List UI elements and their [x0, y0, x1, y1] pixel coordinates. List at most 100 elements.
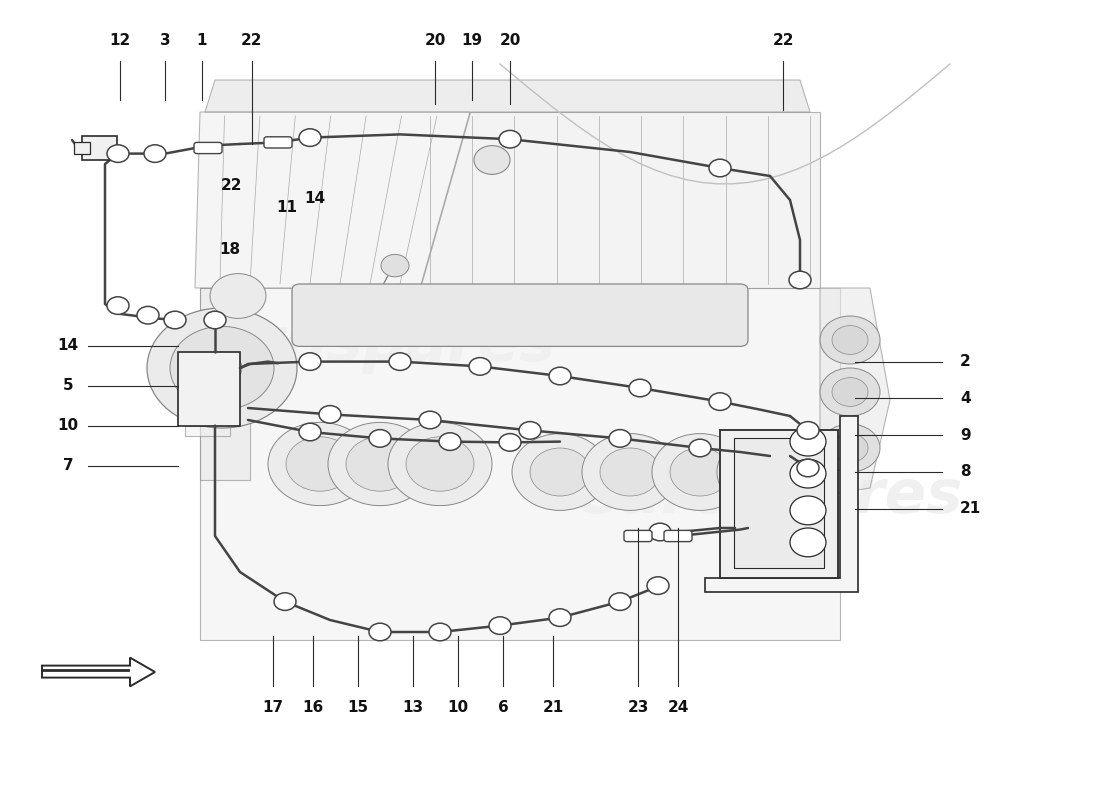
- Circle shape: [164, 311, 186, 329]
- Text: 6: 6: [497, 700, 508, 715]
- Polygon shape: [195, 112, 470, 288]
- Circle shape: [299, 353, 321, 370]
- Circle shape: [286, 437, 354, 491]
- Circle shape: [210, 274, 266, 318]
- Circle shape: [268, 422, 372, 506]
- Circle shape: [368, 430, 390, 447]
- Text: 17: 17: [263, 700, 284, 715]
- Circle shape: [549, 367, 571, 385]
- Circle shape: [790, 459, 826, 488]
- Circle shape: [346, 437, 414, 491]
- Text: 24: 24: [668, 700, 689, 715]
- Circle shape: [689, 439, 711, 457]
- FancyBboxPatch shape: [734, 438, 824, 568]
- Text: 14: 14: [305, 191, 326, 206]
- FancyBboxPatch shape: [624, 530, 652, 542]
- Circle shape: [138, 306, 160, 324]
- Text: 10: 10: [57, 418, 78, 433]
- Circle shape: [600, 448, 660, 496]
- Circle shape: [609, 593, 631, 610]
- Text: 21: 21: [960, 502, 981, 516]
- FancyBboxPatch shape: [194, 142, 222, 154]
- Circle shape: [735, 448, 795, 496]
- Text: 14: 14: [57, 338, 78, 353]
- Text: 19: 19: [461, 33, 483, 48]
- Circle shape: [107, 145, 129, 162]
- Circle shape: [512, 434, 608, 510]
- Text: 9: 9: [960, 428, 970, 442]
- Text: 3: 3: [160, 33, 170, 48]
- Text: 13: 13: [403, 700, 424, 715]
- Circle shape: [439, 433, 461, 450]
- Circle shape: [820, 424, 880, 472]
- Text: 20: 20: [425, 33, 446, 48]
- FancyBboxPatch shape: [292, 284, 748, 346]
- Text: 10: 10: [448, 700, 469, 715]
- FancyBboxPatch shape: [178, 352, 240, 426]
- Polygon shape: [42, 658, 155, 686]
- Polygon shape: [205, 80, 810, 112]
- Text: 4: 4: [960, 391, 970, 406]
- Circle shape: [798, 422, 820, 439]
- Circle shape: [649, 523, 671, 541]
- Text: 18: 18: [219, 242, 241, 257]
- Circle shape: [832, 326, 868, 354]
- Circle shape: [499, 434, 521, 451]
- Circle shape: [710, 393, 732, 410]
- Circle shape: [832, 378, 868, 406]
- Circle shape: [389, 353, 411, 370]
- Circle shape: [406, 437, 474, 491]
- Circle shape: [789, 271, 811, 289]
- Polygon shape: [185, 426, 230, 436]
- Circle shape: [368, 623, 390, 641]
- Circle shape: [790, 427, 826, 456]
- Polygon shape: [820, 288, 890, 496]
- Circle shape: [204, 311, 226, 329]
- Circle shape: [474, 146, 510, 174]
- Circle shape: [299, 423, 321, 441]
- Text: 1: 1: [197, 33, 207, 48]
- Circle shape: [144, 145, 166, 162]
- Circle shape: [549, 609, 571, 626]
- Circle shape: [820, 368, 880, 416]
- Circle shape: [388, 422, 492, 506]
- Polygon shape: [420, 112, 820, 288]
- Circle shape: [519, 422, 541, 439]
- Text: 12: 12: [109, 33, 131, 48]
- Circle shape: [499, 130, 521, 148]
- Text: 15: 15: [348, 700, 369, 715]
- Text: 21: 21: [542, 700, 563, 715]
- Circle shape: [670, 448, 730, 496]
- Circle shape: [107, 297, 129, 314]
- Circle shape: [170, 326, 274, 410]
- FancyBboxPatch shape: [664, 530, 692, 542]
- Circle shape: [798, 459, 820, 477]
- Circle shape: [790, 528, 826, 557]
- Circle shape: [629, 379, 651, 397]
- FancyBboxPatch shape: [264, 137, 292, 148]
- Circle shape: [717, 434, 813, 510]
- Circle shape: [490, 617, 512, 634]
- FancyBboxPatch shape: [82, 136, 117, 160]
- Circle shape: [652, 434, 748, 510]
- Circle shape: [328, 422, 432, 506]
- Circle shape: [832, 434, 868, 462]
- Circle shape: [202, 352, 242, 384]
- Text: 22: 22: [241, 33, 263, 48]
- Text: 11: 11: [276, 201, 297, 215]
- Polygon shape: [200, 288, 250, 480]
- Circle shape: [710, 159, 732, 177]
- Polygon shape: [200, 288, 840, 640]
- Circle shape: [609, 430, 631, 447]
- FancyBboxPatch shape: [74, 142, 90, 154]
- Circle shape: [820, 316, 880, 364]
- Text: 20: 20: [499, 33, 520, 48]
- Text: 22: 22: [221, 178, 243, 193]
- Text: eurospares: eurospares: [169, 314, 557, 374]
- Circle shape: [419, 411, 441, 429]
- Text: 2: 2: [960, 354, 970, 369]
- Text: 16: 16: [302, 700, 323, 715]
- Text: 5: 5: [63, 378, 74, 393]
- Circle shape: [274, 593, 296, 610]
- Circle shape: [429, 623, 451, 641]
